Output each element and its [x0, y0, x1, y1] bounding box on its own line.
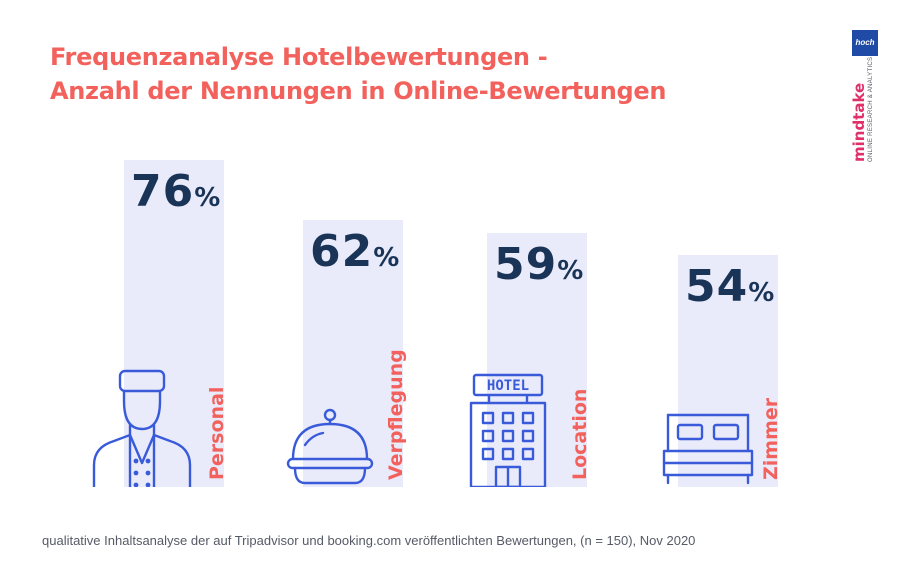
chart-title: Frequenzanalyse Hotelbewertungen - Anzah… — [50, 40, 666, 108]
mindtake-logo: mindtake ONLINE RESEARCH & ANALYTICS — [850, 56, 874, 162]
value-label-location: 59% — [494, 239, 583, 290]
value-label-zimmer: 54% — [685, 261, 774, 312]
chart-title-line-2: Anzahl der Nennungen in Online-Bewertung… — [50, 77, 667, 105]
value-number: 59 — [494, 239, 558, 291]
value-percent-sign: % — [557, 256, 584, 287]
value-number: 54 — [685, 260, 749, 312]
bar-verpflegung — [303, 220, 403, 487]
bar-location — [487, 233, 587, 487]
value-percent-sign: % — [194, 183, 221, 214]
mindtake-logo-tagline: ONLINE RESEARCH & ANALYTICS — [868, 56, 874, 162]
footnote: qualitative Inhaltsanalyse der auf Tripa… — [42, 533, 696, 548]
hoch-logo: hoch — [852, 30, 878, 56]
value-label-personal: 76% — [131, 166, 220, 217]
chart-title-line-1: Frequenzanalyse Hotelbewertungen - — [50, 43, 548, 71]
cloche-icon — [286, 408, 374, 485]
bellboy-icon — [92, 369, 192, 487]
category-label-verpflegung: Verpflegung — [385, 349, 407, 480]
category-label-location: Location — [569, 388, 591, 480]
value-number: 62 — [310, 226, 374, 278]
category-label-personal: Personal — [206, 386, 228, 480]
value-label-verpflegung: 62% — [310, 226, 399, 277]
hotel-sign-text: HOTEL — [487, 378, 529, 394]
bar-zimmer — [678, 254, 778, 487]
category-label-zimmer: Zimmer — [760, 397, 782, 480]
bar-personal — [124, 160, 224, 487]
hotel-building-icon: HOTEL — [469, 373, 547, 487]
value-percent-sign: % — [373, 243, 400, 274]
bed-icon — [662, 413, 754, 485]
value-number: 76 — [131, 166, 195, 218]
value-percent-sign: % — [748, 277, 775, 308]
mindtake-logo-word: mindtake — [850, 82, 868, 162]
